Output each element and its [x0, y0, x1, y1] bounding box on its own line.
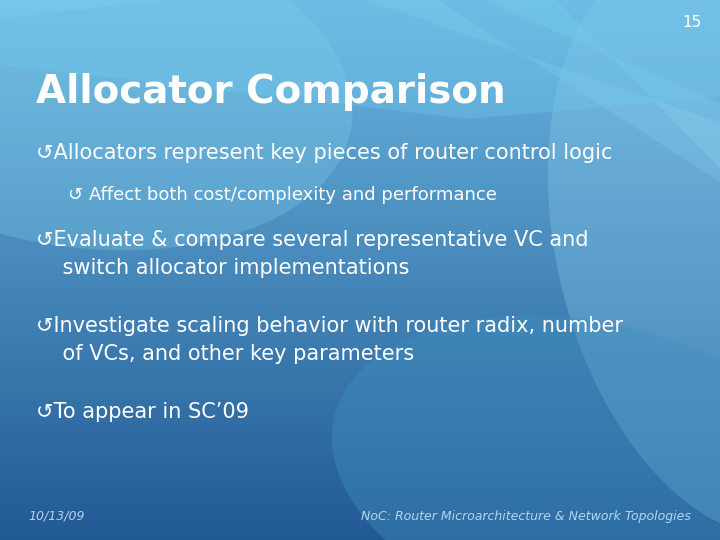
- Polygon shape: [0, 0, 720, 205]
- Text: ↺Investigate scaling behavior with router radix, number
    of VCs, and other ke: ↺Investigate scaling behavior with route…: [36, 316, 623, 364]
- Text: 10/13/09: 10/13/09: [29, 510, 85, 523]
- Ellipse shape: [548, 0, 720, 538]
- Ellipse shape: [0, 0, 353, 250]
- Text: Allocator Comparison: Allocator Comparison: [36, 73, 505, 111]
- Text: ↺ Affect both cost/complexity and performance: ↺ Affect both cost/complexity and perfor…: [68, 186, 498, 204]
- Text: NoC: Router Microarchitecture & Network Topologies: NoC: Router Microarchitecture & Network …: [361, 510, 691, 523]
- Text: 15: 15: [683, 15, 702, 30]
- Text: ↺To appear in SC’09: ↺To appear in SC’09: [36, 402, 249, 422]
- Text: ↺Evaluate & compare several representative VC and
    switch allocator implement: ↺Evaluate & compare several representati…: [36, 230, 588, 278]
- Ellipse shape: [332, 316, 720, 540]
- Polygon shape: [0, 0, 720, 119]
- Polygon shape: [0, 0, 720, 243]
- Text: ↺Allocators represent key pieces of router control logic: ↺Allocators represent key pieces of rout…: [36, 143, 613, 163]
